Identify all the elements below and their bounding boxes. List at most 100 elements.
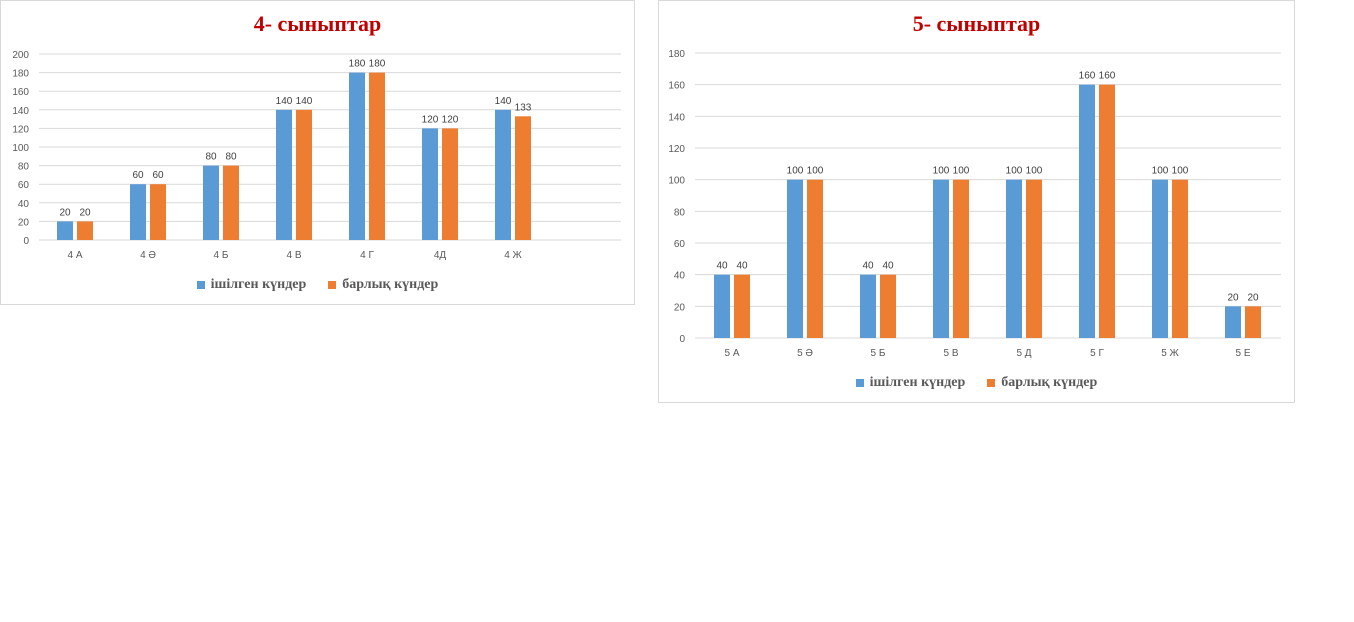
y-tick-label: 140 bbox=[12, 106, 29, 117]
x-tick-label: 4 Ә bbox=[140, 250, 156, 261]
data-label: 100 bbox=[807, 166, 824, 177]
data-label: 133 bbox=[515, 102, 532, 113]
x-tick-label: 5 Б bbox=[871, 348, 886, 359]
y-tick-label: 20 bbox=[674, 302, 686, 313]
bar-series1 bbox=[422, 128, 438, 240]
bar-series2 bbox=[1099, 84, 1115, 339]
data-label: 80 bbox=[205, 152, 217, 163]
y-tick-label: 40 bbox=[674, 271, 686, 282]
bar-series2 bbox=[296, 109, 312, 240]
y-tick-label: 200 bbox=[12, 50, 29, 61]
bar-series1 bbox=[1225, 306, 1241, 338]
data-label: 120 bbox=[422, 114, 439, 125]
data-label: 60 bbox=[152, 170, 164, 181]
y-tick-label: 40 bbox=[18, 199, 30, 210]
x-tick-label: 4 В bbox=[286, 250, 301, 261]
x-tick-label: 5 Е bbox=[1235, 348, 1250, 359]
y-tick-label: 180 bbox=[12, 69, 29, 80]
legend-label-series1: ішілген күндер bbox=[869, 375, 966, 390]
bar-series1 bbox=[787, 179, 803, 338]
data-label: 100 bbox=[953, 166, 970, 177]
legend-item-series2: барлық күндер bbox=[328, 277, 438, 293]
data-label: 100 bbox=[933, 166, 950, 177]
legend-swatch-series1 bbox=[196, 281, 205, 289]
data-label: 20 bbox=[1227, 292, 1239, 303]
data-label: 20 bbox=[79, 207, 91, 218]
data-label: 80 bbox=[225, 152, 237, 163]
bar-series2 bbox=[1172, 179, 1188, 338]
bar-series1 bbox=[130, 184, 146, 240]
data-label: 40 bbox=[882, 261, 894, 272]
bar-series2 bbox=[1026, 179, 1042, 338]
legend-swatch-series2 bbox=[987, 379, 996, 387]
bar-series1 bbox=[714, 274, 730, 338]
bar-series2 bbox=[880, 274, 896, 338]
data-label: 140 bbox=[276, 96, 293, 107]
data-label: 40 bbox=[862, 261, 874, 272]
y-tick-label: 60 bbox=[18, 180, 30, 191]
y-tick-label: 180 bbox=[668, 49, 685, 60]
bar-series1 bbox=[203, 165, 219, 240]
y-tick-label: 160 bbox=[12, 87, 29, 98]
bar-series2 bbox=[369, 72, 385, 240]
bar-series2 bbox=[150, 184, 166, 240]
chart-4-classes: 4- сыныптар 0 20 40 60 80 100 120 140 160 180 200 2… bbox=[0, 0, 635, 305]
chart-legend: ішілген күндер барлық күндер bbox=[1, 277, 634, 293]
data-label: 100 bbox=[1152, 166, 1169, 177]
legend-label-series2: барлық күндер bbox=[342, 277, 439, 292]
y-tick-label: 100 bbox=[12, 143, 29, 154]
bar-series1 bbox=[57, 221, 73, 240]
x-tick-label: 5 Ә bbox=[797, 348, 813, 359]
data-label: 100 bbox=[1026, 166, 1043, 177]
bar-series2 bbox=[734, 274, 750, 338]
chart-5-classes: 5- сыныптар 0 20 40 60 80 100 120 140 160 180 40 40… bbox=[658, 0, 1295, 403]
bar-series1 bbox=[1006, 179, 1022, 338]
bar-series2 bbox=[807, 179, 823, 338]
y-tick-label: 120 bbox=[12, 124, 29, 135]
data-label: 100 bbox=[1172, 166, 1189, 177]
chart-title: 5- сыныптар bbox=[912, 11, 1041, 36]
bar-series1 bbox=[1079, 84, 1095, 339]
data-label: 180 bbox=[349, 59, 366, 70]
legend-swatch-series1 bbox=[855, 379, 864, 387]
y-tick-label: 80 bbox=[18, 162, 30, 173]
legend-item-series1: ішілген күндер bbox=[855, 375, 966, 391]
bar-series1 bbox=[860, 274, 876, 338]
y-tick-label: 120 bbox=[668, 144, 685, 155]
legend-item-series1: ішілген күндер bbox=[196, 277, 307, 293]
data-label: 140 bbox=[296, 96, 313, 107]
chart-title: 4- сыныптар bbox=[253, 11, 382, 36]
data-label: 180 bbox=[369, 59, 386, 70]
data-label: 140 bbox=[495, 96, 512, 107]
data-label: 160 bbox=[1099, 71, 1116, 82]
y-tick-label: 140 bbox=[668, 112, 685, 123]
legend-swatch-series2 bbox=[328, 281, 337, 289]
bar-series2 bbox=[442, 128, 458, 240]
x-tick-label: 4 Ж bbox=[504, 250, 522, 261]
y-tick-label: 20 bbox=[18, 217, 30, 228]
x-tick-label: 5 Г bbox=[1090, 348, 1104, 359]
bar-series2 bbox=[515, 116, 531, 240]
bar-series2 bbox=[953, 179, 969, 338]
data-label: 60 bbox=[132, 170, 144, 181]
y-tick-label: 80 bbox=[674, 207, 686, 218]
legend-label-series1: ішілген күндер bbox=[210, 277, 307, 292]
data-label: 40 bbox=[716, 261, 728, 272]
bar-series1 bbox=[495, 109, 511, 240]
data-label: 20 bbox=[59, 207, 71, 218]
legend-item-series2: барлық күндер bbox=[987, 375, 1097, 391]
x-tick-label: 5 Д bbox=[1016, 348, 1031, 359]
bar-series1 bbox=[276, 109, 292, 240]
y-tick-label: 0 bbox=[23, 236, 29, 247]
x-tick-label: 4 А bbox=[67, 250, 82, 261]
y-tick-label: 60 bbox=[674, 239, 686, 250]
data-label: 100 bbox=[1006, 166, 1023, 177]
data-label: 100 bbox=[787, 166, 804, 177]
y-tick-label: 0 bbox=[679, 334, 685, 345]
legend-label-series2: барлық күндер bbox=[1001, 375, 1098, 390]
data-label: 160 bbox=[1079, 71, 1096, 82]
bar-series2 bbox=[77, 221, 93, 240]
bar-chart-4-classes: 0 20 40 60 80 100 120 140 160 180 200 20 20 4 А 60 60 4 … bbox=[12, 50, 621, 261]
data-label: 20 bbox=[1247, 292, 1259, 303]
